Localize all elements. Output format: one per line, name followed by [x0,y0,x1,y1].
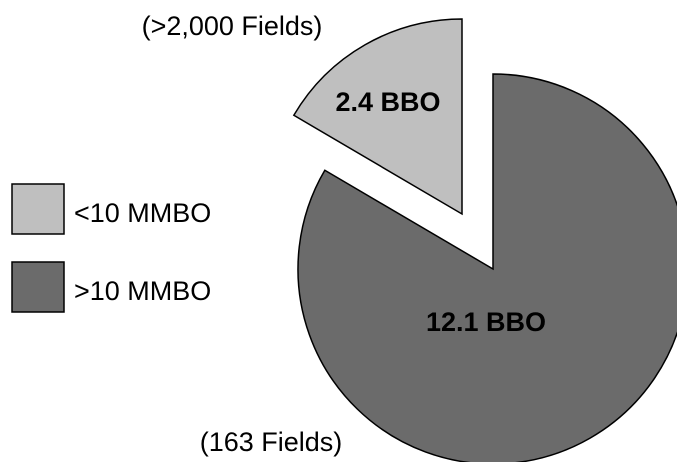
legend-swatch-small-fields [11,183,65,235]
pie-slice-small-fields [292,18,463,216]
slice-value-label-large: 12.1 BBO [426,307,546,337]
slice-note-large: (163 Fields) [200,427,343,457]
legend-swatch-large-fields [11,261,65,313]
slice-note-small: (>2,000 Fields) [142,11,323,41]
legend-label-small-fields: <10 MMBO [74,198,211,228]
legend: <10 MMBO >10 MMBO [11,183,211,313]
slice-value-label-small: 2.4 BBO [335,87,440,117]
pie-slice-large-fields [297,73,677,462]
legend-label-large-fields: >10 MMBO [74,276,211,306]
